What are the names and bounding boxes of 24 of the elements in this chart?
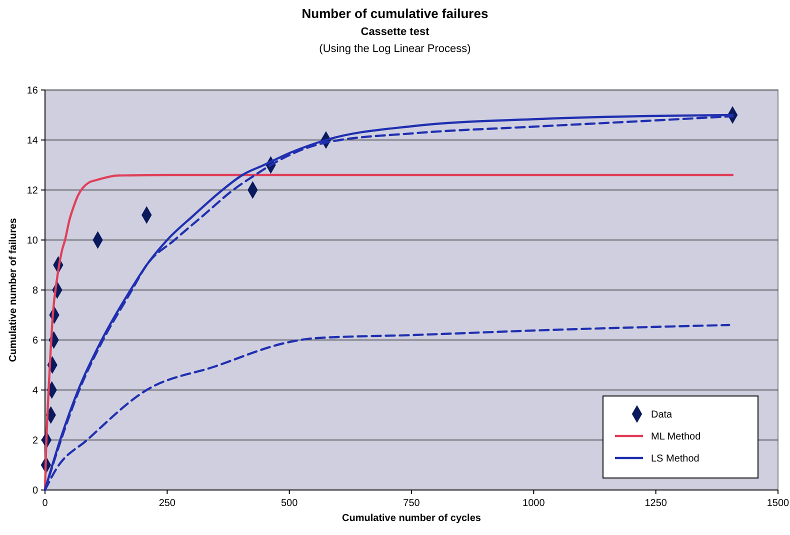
x-tick-label: 1250 [644,498,668,509]
y-tick-label: 0 [32,486,38,496]
legend-label: ML Method [651,432,701,442]
x-tick-label: 1500 [766,498,790,509]
y-tick-label: 2 [32,436,38,446]
y-tick-label: 14 [26,136,38,146]
chart-title: Number of cumulative failures [302,6,488,21]
y-tick-label: 16 [26,86,38,96]
text: (Using the Log Linear Process) [319,43,471,55]
y-tick-label: 8 [32,286,38,296]
x-axis-title: Cumulative number of cycles [342,513,482,524]
y-axis-title: Cumulative number of failures [8,218,19,362]
x-tick-label: 0 [42,498,48,509]
x-tick-label: 500 [280,498,298,509]
x-tick-label: 250 [158,498,176,509]
x-tick-label: 750 [403,498,420,509]
legend-label: Data [651,410,673,420]
y-tick-label: 10 [26,236,38,246]
y-tick-label: 12 [26,186,38,196]
chart-subtitle: Cassette test [360,26,430,38]
x-tick-label: 1000 [522,498,546,509]
y-tick-label: 4 [32,386,38,396]
legend-label: LS Method [651,454,700,464]
y-tick-label: 6 [32,336,38,346]
